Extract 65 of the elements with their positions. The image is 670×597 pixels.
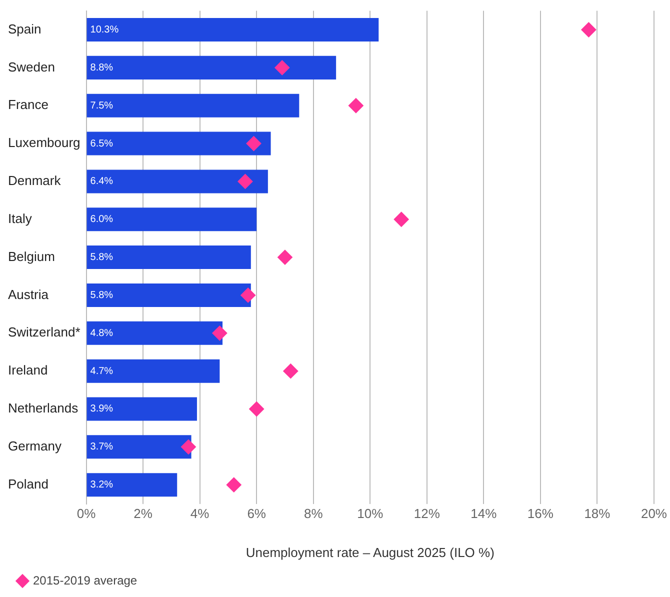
data-label: 6.5% bbox=[90, 138, 114, 150]
x-tick-label: 12% bbox=[414, 506, 440, 522]
bar bbox=[86, 170, 268, 194]
bar bbox=[86, 359, 220, 383]
point bbox=[394, 212, 409, 227]
data-label: 8.8% bbox=[90, 62, 114, 74]
point bbox=[277, 250, 292, 265]
x-tick-label: 14% bbox=[470, 506, 498, 522]
data-label: 6.4% bbox=[90, 176, 114, 188]
bar bbox=[86, 435, 192, 459]
y-tick-label: Belgium bbox=[8, 248, 55, 264]
x-tick-label: 2% bbox=[134, 506, 153, 522]
point bbox=[226, 477, 242, 492]
x-tick-label: 20% bbox=[640, 506, 668, 522]
y-tick-label: Denmark bbox=[8, 173, 62, 188]
data-label: 4.8% bbox=[90, 328, 114, 339]
data-label: 3.9% bbox=[90, 404, 114, 415]
data-label: 10.3% bbox=[90, 24, 119, 36]
bar bbox=[86, 18, 379, 42]
y-tick-label: Poland bbox=[8, 476, 48, 492]
x-tick-label: 6% bbox=[247, 506, 266, 522]
y-tick-label: Germany bbox=[8, 438, 62, 454]
data-label: 3.7% bbox=[90, 442, 114, 453]
x-tick-label: 16% bbox=[527, 506, 554, 522]
y-tick-label: Sweden bbox=[8, 59, 55, 74]
bar bbox=[86, 321, 223, 345]
x-tick-label: 0% bbox=[76, 506, 96, 522]
data-label: 5.8% bbox=[90, 290, 114, 301]
point bbox=[238, 174, 253, 189]
x-axis-title: Unemployment rate – August 2025 (ILO %) bbox=[246, 544, 494, 560]
data-label: 7.5% bbox=[90, 100, 114, 112]
bar bbox=[86, 56, 336, 80]
point bbox=[581, 22, 596, 38]
data-label: 4.7% bbox=[90, 366, 114, 377]
bar bbox=[86, 208, 257, 232]
bar bbox=[86, 283, 251, 307]
point bbox=[348, 98, 364, 114]
point bbox=[246, 136, 262, 152]
data-label: 6.0% bbox=[90, 214, 114, 226]
point bbox=[274, 60, 290, 76]
y-tick-label: France bbox=[8, 97, 48, 112]
y-tick-label: Netherlands bbox=[8, 400, 79, 416]
point bbox=[249, 401, 264, 416]
x-tick-label: 4% bbox=[190, 506, 210, 522]
bar bbox=[86, 397, 197, 421]
bar bbox=[86, 246, 251, 270]
point bbox=[283, 364, 298, 379]
data-label: 3.2% bbox=[90, 480, 114, 491]
bar bbox=[86, 132, 271, 156]
point bbox=[180, 439, 196, 454]
y-tick-label: Spain bbox=[8, 21, 42, 36]
y-tick-label: Austria bbox=[8, 286, 50, 302]
y-tick-label: Italy bbox=[8, 210, 32, 226]
y-tick-label: Luxembourg bbox=[8, 135, 80, 150]
x-tick-label: 8% bbox=[304, 506, 324, 522]
legend-label: 2015-2019 average bbox=[33, 573, 138, 588]
y-tick-label: Ireland bbox=[8, 362, 48, 378]
bar bbox=[86, 473, 178, 497]
point bbox=[212, 326, 228, 341]
x-tick-label: 18% bbox=[584, 506, 611, 522]
point bbox=[240, 288, 256, 303]
y-tick-label: Switzerland* bbox=[8, 324, 80, 340]
data-label: 5.8% bbox=[90, 252, 114, 264]
x-tick-label: 10% bbox=[357, 506, 384, 522]
bar bbox=[86, 94, 300, 118]
